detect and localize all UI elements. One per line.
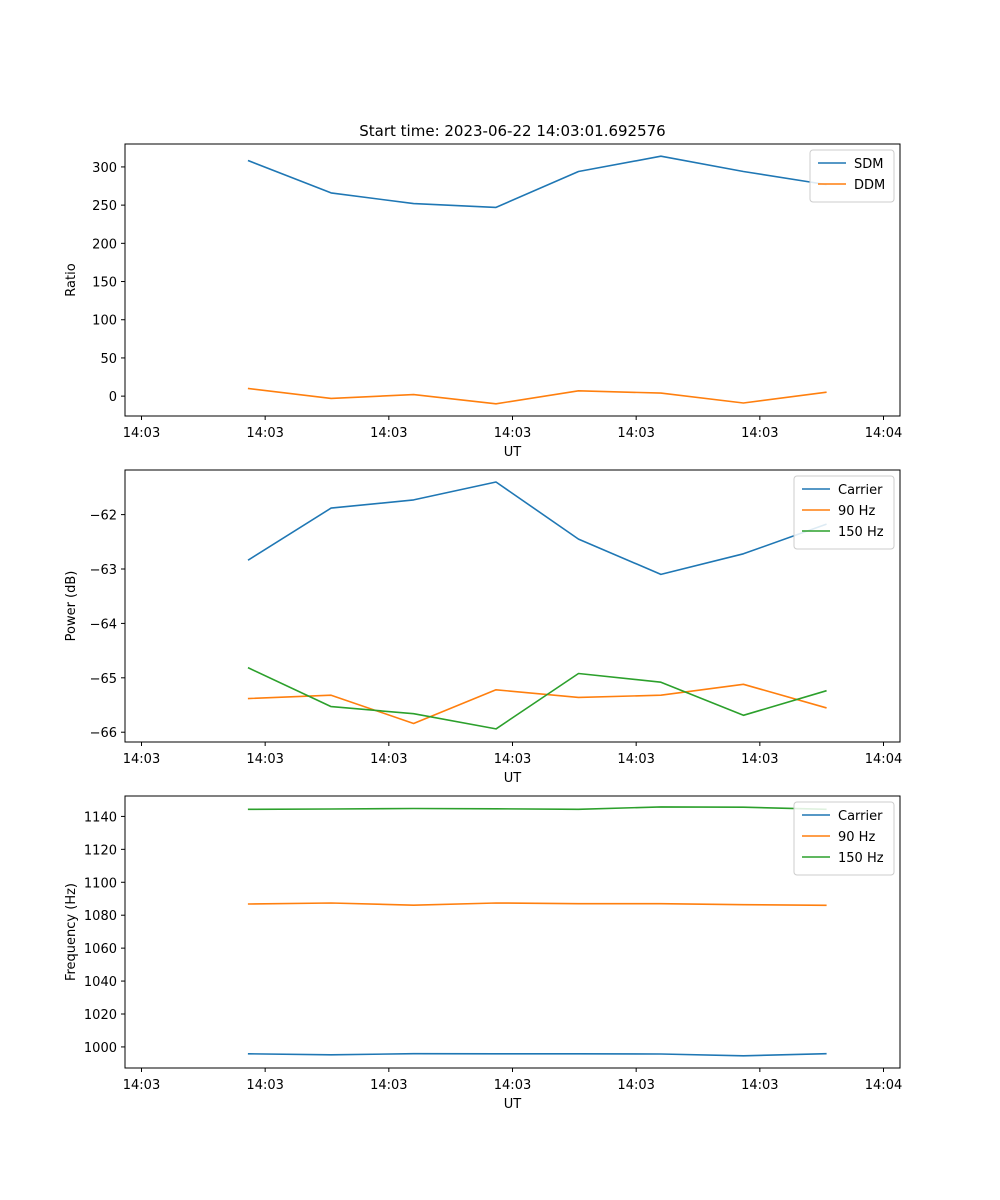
y-axis-label: Frequency (Hz) <box>64 883 79 981</box>
x-tick-label: 14:03 <box>741 426 778 441</box>
x-tick-label: 14:03 <box>741 1078 778 1093</box>
x-tick-label: 14:03 <box>246 752 283 767</box>
series-line-carrier <box>247 481 827 576</box>
y-axis-label: Power (dB) <box>64 571 79 642</box>
x-axis-label: UT <box>504 1097 522 1112</box>
x-tick-label: 14:03 <box>123 1078 160 1093</box>
x-tick-label: 14:03 <box>370 1078 407 1093</box>
x-tick-label: 14:03 <box>246 426 283 441</box>
y-tick-label: 1120 <box>84 843 117 858</box>
y-tick-label: 1000 <box>84 1041 117 1056</box>
series-line-sdm <box>247 155 827 209</box>
x-axis-label: UT <box>504 771 522 786</box>
y-tick-label: 0 <box>109 390 117 405</box>
y-tick-label: −65 <box>90 672 117 687</box>
axes-frame <box>124 795 901 1069</box>
x-tick-label: 14:04 <box>865 426 902 441</box>
x-tick-label: 14:03 <box>494 1078 531 1093</box>
y-tick-label: −62 <box>90 509 117 524</box>
y-tick-label: 1020 <box>84 1008 117 1023</box>
x-axis-label: UT <box>504 445 522 460</box>
chart-panel-1: 14:03 14:03 14:03 14:03 14:03 14:03 14:04 0 50 10… <box>64 122 902 460</box>
axes-frame <box>124 143 901 417</box>
series-line-90-hz <box>247 902 827 907</box>
legend-label: DDM <box>854 178 885 193</box>
chart-title: Start time: 2023-06-22 14:03:01.692576 <box>359 122 665 140</box>
series-line-150-hz <box>247 666 827 730</box>
x-tick-label: 14:03 <box>617 426 654 441</box>
legend-label: 150 Hz <box>838 851 884 866</box>
y-tick-label: −66 <box>90 726 117 741</box>
y-tick-label: −63 <box>90 563 117 578</box>
x-tick-label: 14:03 <box>123 752 160 767</box>
axes-frame <box>124 469 901 743</box>
chart-panel-2: 14:03 14:03 14:03 14:03 14:03 14:03 14:04 −66 −6… <box>64 469 902 786</box>
legend: Carrier 90 Hz 150 Hz <box>793 801 895 876</box>
y-tick-label: 1040 <box>84 975 117 990</box>
x-tick-label: 14:03 <box>370 752 407 767</box>
x-tick-label: 14:03 <box>617 752 654 767</box>
x-tick-label: 14:04 <box>865 752 902 767</box>
y-axis-label: Ratio <box>64 263 79 296</box>
legend-label: 90 Hz <box>838 504 875 519</box>
y-tick-label: 250 <box>92 199 117 214</box>
series-line-90-hz <box>247 683 827 725</box>
x-tick-label: 14:03 <box>494 752 531 767</box>
x-tick-label: 14:03 <box>494 426 531 441</box>
legend-label: Carrier <box>838 809 883 824</box>
y-tick-label: 100 <box>92 314 117 329</box>
y-tick-label: 300 <box>92 161 117 176</box>
panels: 14:03 14:03 14:03 14:03 14:03 14:03 14:04 0 50 10… <box>64 122 902 1112</box>
x-tick-label: 14:04 <box>865 1078 902 1093</box>
legend-label: Carrier <box>838 483 883 498</box>
legend: SDM DDM <box>809 149 895 203</box>
y-tick-label: −64 <box>90 617 117 632</box>
legend: Carrier 90 Hz 150 Hz <box>793 475 895 550</box>
x-tick-label: 14:03 <box>617 1078 654 1093</box>
x-tick-label: 14:03 <box>370 426 407 441</box>
chart-panel-3: 14:03 14:03 14:03 14:03 14:03 14:03 14:04 1000 1… <box>64 795 902 1112</box>
series-line-ddm <box>247 387 827 405</box>
y-tick-label: 50 <box>100 352 117 367</box>
y-tick-label: 1080 <box>84 909 117 924</box>
y-tick-label: 200 <box>92 237 117 252</box>
series-line-carrier <box>247 1052 827 1057</box>
y-tick-label: 1060 <box>84 942 117 957</box>
x-tick-label: 14:03 <box>741 752 778 767</box>
y-tick-label: 1140 <box>84 810 117 825</box>
x-tick-label: 14:03 <box>123 426 160 441</box>
legend-label: SDM <box>854 157 883 172</box>
x-tick-label: 14:03 <box>246 1078 283 1093</box>
y-tick-label: 1100 <box>84 876 117 891</box>
y-tick-label: 150 <box>92 276 117 291</box>
legend-label: 150 Hz <box>838 525 884 540</box>
series-line-150-hz <box>247 806 827 811</box>
legend-label: 90 Hz <box>838 830 875 845</box>
